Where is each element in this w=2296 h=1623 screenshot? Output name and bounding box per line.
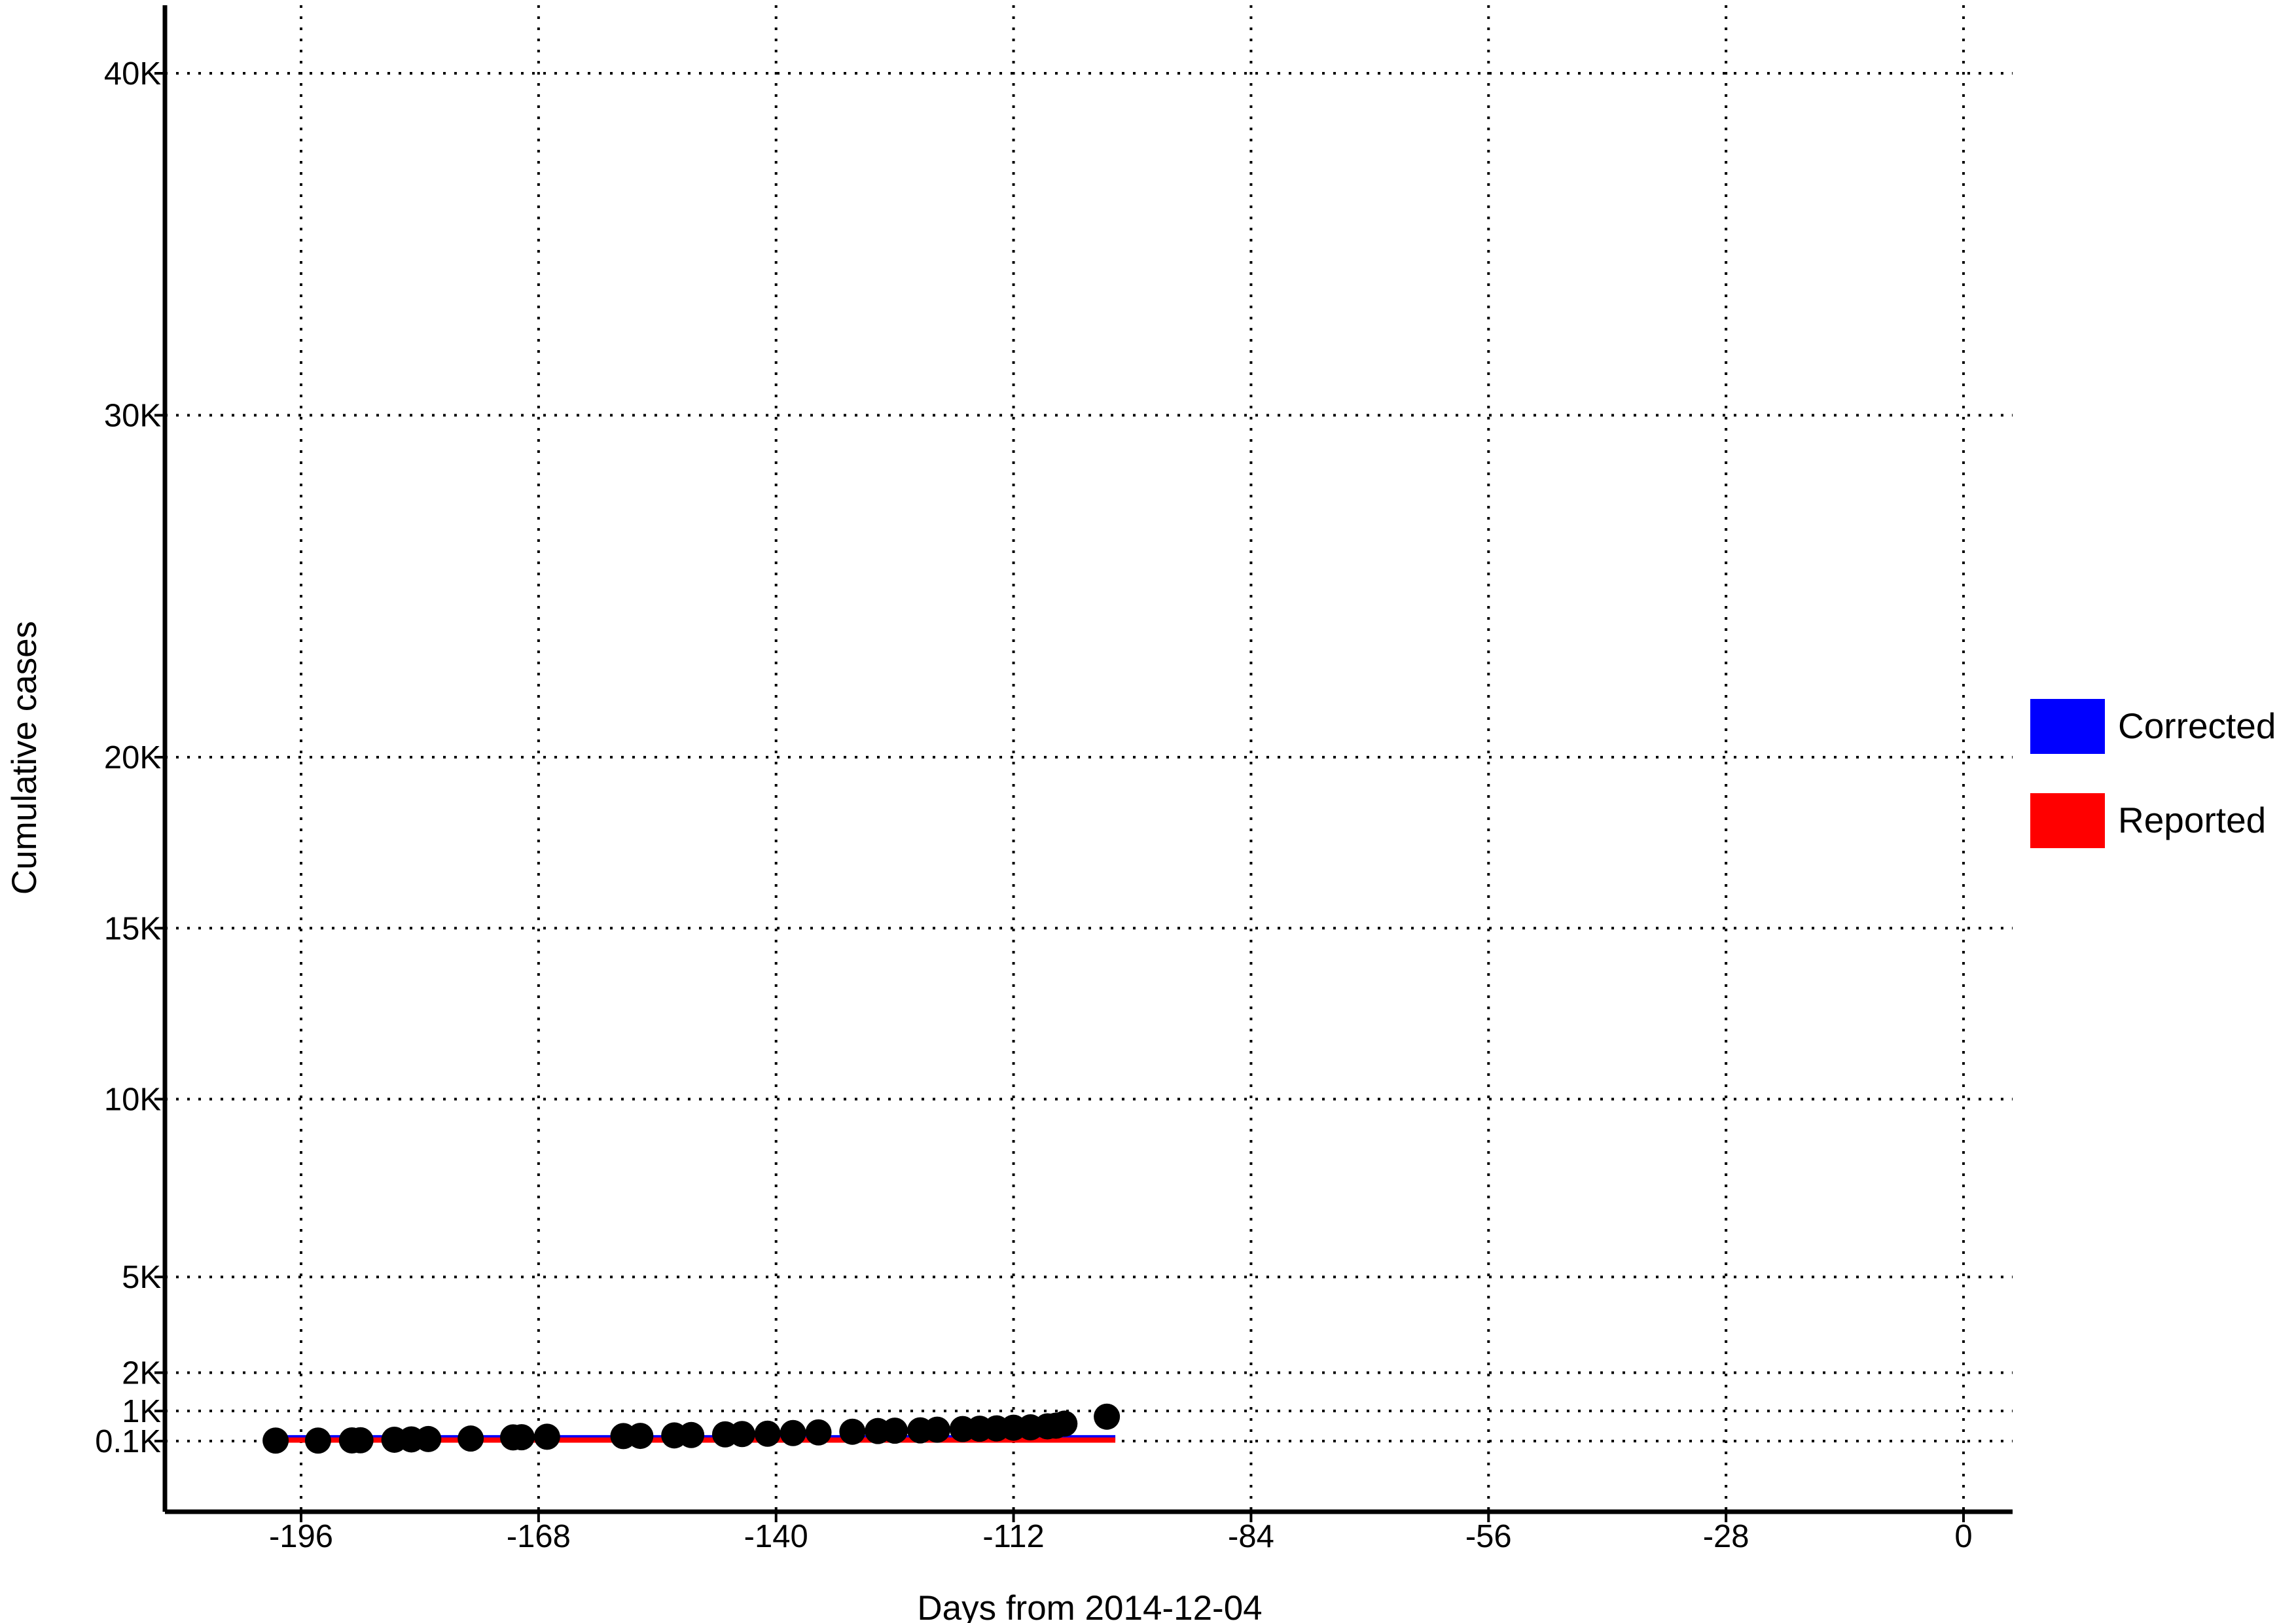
y-tick-label: 30K [104, 399, 162, 434]
observed-point [415, 1425, 442, 1452]
x-tick-label: -112 [982, 1519, 1044, 1554]
grid [165, 5, 2013, 1512]
observed-point [347, 1427, 374, 1454]
observed-point [508, 1424, 535, 1451]
y-tick-label: 2K [122, 1356, 161, 1391]
x-tick-label: -140 [744, 1519, 808, 1554]
y-tick-label: 10K [104, 1082, 162, 1118]
x-tick-label: 0 [1954, 1519, 1972, 1554]
y-tick-label: 15K [104, 911, 162, 946]
observed-point [304, 1427, 331, 1454]
legend-label-corrected: Corrected [2118, 705, 2276, 746]
observed-point [839, 1418, 866, 1445]
y-tick-label: 20K [104, 740, 162, 776]
x-tick-label: -196 [269, 1519, 333, 1554]
legend: Corrected Reported [2030, 699, 2276, 848]
observed-point [1051, 1410, 1078, 1437]
observed-point [457, 1425, 484, 1452]
y-tick-label: 5K [122, 1260, 161, 1295]
observed-point [924, 1416, 950, 1443]
legend-swatch-reported [2030, 793, 2105, 848]
observed-point [780, 1419, 806, 1446]
y-tick-label: 0.1K [95, 1424, 161, 1459]
y-tick-label: 40K [104, 56, 162, 92]
observed-point [678, 1421, 705, 1448]
legend-label-reported: Reported [2118, 800, 2266, 840]
observed-point [882, 1418, 908, 1444]
observed-point [754, 1420, 781, 1447]
observed-point [627, 1423, 654, 1450]
x-ticks: -196 -168 -140 -112 -84 -56 -28 0 [269, 1512, 1973, 1554]
x-tick-label: -84 [1228, 1519, 1274, 1554]
x-tick-label: -56 [1465, 1519, 1512, 1554]
y-tick-label: 1K [122, 1394, 161, 1429]
y-axis-title: Cumulative cases [5, 621, 44, 895]
observed-point [533, 1423, 560, 1450]
x-axis-title: Days from 2014-12-04 [917, 1589, 1262, 1623]
x-tick-label: -168 [507, 1519, 571, 1554]
x-tick-label: -28 [1703, 1519, 1749, 1554]
observed-point [805, 1419, 832, 1446]
observed-point [1094, 1403, 1121, 1430]
observed-points [262, 1403, 1121, 1454]
legend-swatch-corrected [2030, 699, 2105, 754]
observed-point [262, 1427, 289, 1454]
observed-point [728, 1421, 755, 1448]
